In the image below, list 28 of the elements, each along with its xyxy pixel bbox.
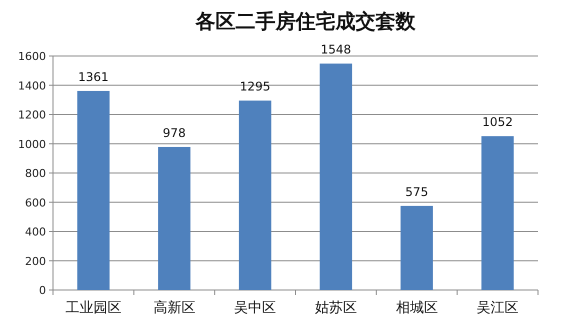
bar xyxy=(77,90,110,290)
data-label: 1052 xyxy=(482,115,513,130)
y-tick-label: 1200 xyxy=(18,108,46,122)
bar xyxy=(238,100,272,290)
y-tick-label: 800 xyxy=(25,167,46,180)
data-label: 978 xyxy=(162,126,186,140)
y-tick-label: 200 xyxy=(25,254,46,268)
x-tick-label: 高新区 xyxy=(153,300,196,316)
x-tick-label: 工业园区 xyxy=(65,300,122,316)
x-tick-label: 姑苏区 xyxy=(314,300,357,316)
data-label: 1295 xyxy=(240,80,270,94)
x-tick-label: 吴中区 xyxy=(234,300,276,316)
y-tick-label: 600 xyxy=(25,196,46,210)
chart-title: 各区二手房住宅成交套数 xyxy=(194,10,416,33)
data-label: 575 xyxy=(405,184,428,199)
bar xyxy=(400,206,433,290)
data-label: 1361 xyxy=(78,70,109,84)
y-tick-label: 1000 xyxy=(18,138,46,151)
bar xyxy=(158,146,190,290)
y-tick-label: 1400 xyxy=(18,79,46,92)
y-tick-label: 0 xyxy=(39,284,46,297)
x-tick-label: 相城区 xyxy=(396,300,438,316)
y-tick-label: 400 xyxy=(25,226,46,238)
data-label: 1548 xyxy=(320,42,352,57)
bar xyxy=(320,64,352,290)
bar xyxy=(481,136,514,290)
x-tick-label: 吴江区 xyxy=(476,300,519,316)
y-tick-label: 1600 xyxy=(18,50,46,63)
